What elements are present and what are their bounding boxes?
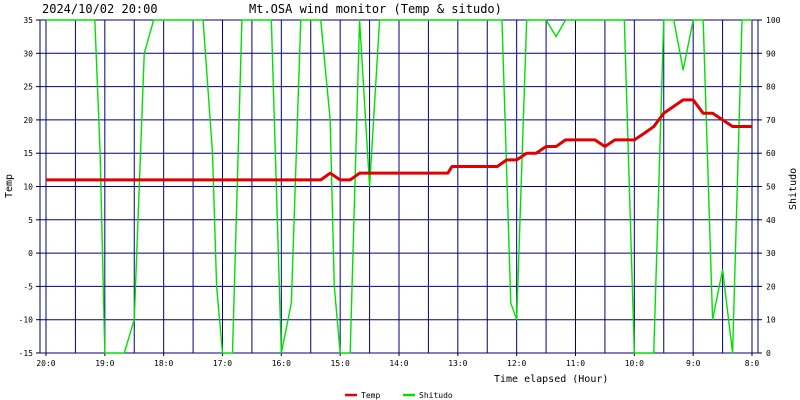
left-tick-label: 30 bbox=[23, 49, 33, 58]
left-axis-ticks: -15 -10 -5 0 5 10 15 20 25 30 35 bbox=[19, 16, 40, 358]
left-axis-label: Temp bbox=[4, 174, 15, 198]
x-tick-label: 16:0 bbox=[272, 359, 291, 368]
left-tick-label: 0 bbox=[28, 249, 33, 258]
left-tick-label: 10 bbox=[23, 183, 33, 192]
series-line-shitudo bbox=[46, 19, 752, 354]
x-axis-label: Time elapsed (Hour) bbox=[494, 374, 608, 385]
legend-label-shitudo: Shitudo bbox=[419, 391, 453, 400]
x-tick-label: 13:0 bbox=[448, 359, 467, 368]
x-tick-label: 20:0 bbox=[36, 359, 55, 368]
x-tick-label: 14:0 bbox=[389, 359, 408, 368]
right-axis-label: Shitudo bbox=[788, 168, 799, 210]
x-axis-ticks: 20:0 19:0 18:0 17:0 16:0 15:0 14:0 13:0 12:0 11:0… bbox=[36, 353, 759, 368]
left-tick-label: 35 bbox=[23, 16, 33, 25]
right-tick-label: 80 bbox=[766, 83, 776, 92]
x-tick-label: 11:0 bbox=[566, 359, 585, 368]
series-line-temp bbox=[46, 98, 752, 182]
left-tick-label: -15 bbox=[19, 349, 34, 358]
right-tick-label: 50 bbox=[766, 183, 776, 192]
right-tick-label: 40 bbox=[766, 216, 776, 225]
left-tick-label: -5 bbox=[23, 282, 33, 291]
left-tick-label: 20 bbox=[23, 116, 33, 125]
left-tick-label: -10 bbox=[19, 316, 34, 325]
right-axis-ticks: 0 10 20 30 40 50 60 70 80 90 100 bbox=[758, 16, 781, 358]
x-tick-label: 8:0 bbox=[745, 359, 760, 368]
right-tick-label: 30 bbox=[766, 249, 776, 258]
x-tick-label: 18:0 bbox=[154, 359, 173, 368]
chart-title: Mt.OSA wind monitor (Temp & situdo) bbox=[249, 2, 502, 16]
x-tick-label: 9:0 bbox=[686, 359, 701, 368]
right-tick-label: 10 bbox=[766, 316, 776, 325]
x-tick-label: 17:0 bbox=[213, 359, 232, 368]
left-tick-label: 15 bbox=[23, 149, 33, 158]
legend: Temp Shitudo bbox=[345, 391, 453, 400]
x-tick-label: 12:0 bbox=[507, 359, 526, 368]
legend-label-temp: Temp bbox=[361, 391, 380, 400]
timestamp: 2024/10/02 20:00 bbox=[42, 2, 158, 16]
right-tick-label: 70 bbox=[766, 116, 776, 125]
right-tick-label: 0 bbox=[766, 349, 771, 358]
left-tick-label: 5 bbox=[28, 216, 33, 225]
right-tick-label: 20 bbox=[766, 282, 776, 291]
right-tick-label: 60 bbox=[766, 149, 776, 158]
x-tick-label: 19:0 bbox=[95, 359, 114, 368]
x-tick-label: 15:0 bbox=[331, 359, 350, 368]
grid bbox=[40, 19, 758, 354]
left-tick-label: 25 bbox=[23, 83, 33, 92]
x-tick-label: 10:0 bbox=[625, 359, 644, 368]
right-tick-label: 100 bbox=[766, 16, 781, 25]
series-lines bbox=[46, 19, 752, 354]
right-tick-label: 90 bbox=[766, 49, 776, 58]
